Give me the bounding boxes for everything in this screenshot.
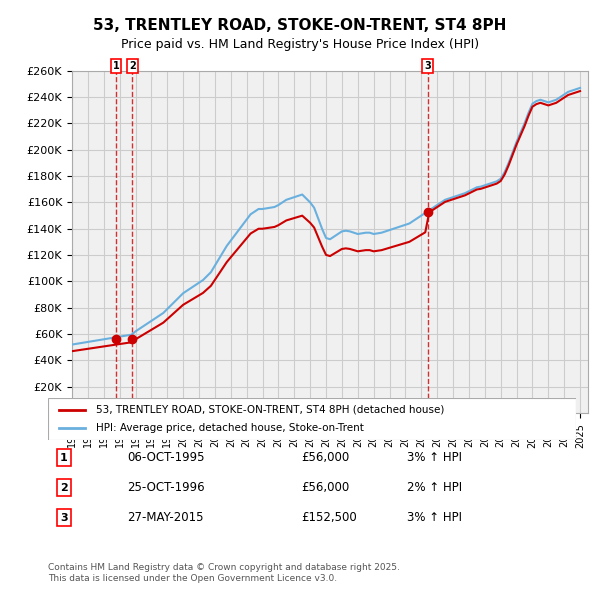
Text: 2% ↑ HPI: 2% ↑ HPI (407, 481, 462, 494)
FancyBboxPatch shape (48, 398, 576, 440)
Text: £152,500: £152,500 (301, 511, 357, 525)
Text: Contains HM Land Registry data © Crown copyright and database right 2025.
This d: Contains HM Land Registry data © Crown c… (48, 563, 400, 583)
Text: £56,000: £56,000 (301, 481, 350, 494)
Text: 25-OCT-1996: 25-OCT-1996 (127, 481, 205, 494)
Text: 2: 2 (60, 483, 68, 493)
Text: 3: 3 (424, 61, 431, 71)
Text: £56,000: £56,000 (301, 451, 350, 464)
Text: Price paid vs. HM Land Registry's House Price Index (HPI): Price paid vs. HM Land Registry's House … (121, 38, 479, 51)
Text: HPI: Average price, detached house, Stoke-on-Trent: HPI: Average price, detached house, Stok… (95, 423, 364, 433)
Text: 53, TRENTLEY ROAD, STOKE-ON-TRENT, ST4 8PH (detached house): 53, TRENTLEY ROAD, STOKE-ON-TRENT, ST4 8… (95, 405, 444, 415)
Text: 06-OCT-1995: 06-OCT-1995 (127, 451, 205, 464)
Text: 3% ↑ HPI: 3% ↑ HPI (407, 451, 462, 464)
Text: 53, TRENTLEY ROAD, STOKE-ON-TRENT, ST4 8PH: 53, TRENTLEY ROAD, STOKE-ON-TRENT, ST4 8… (94, 18, 506, 32)
Text: 2: 2 (129, 61, 136, 71)
Text: 27-MAY-2015: 27-MAY-2015 (127, 511, 204, 525)
Text: 1: 1 (113, 61, 119, 71)
Text: 3: 3 (60, 513, 68, 523)
Text: 1: 1 (60, 453, 68, 463)
Text: 3% ↑ HPI: 3% ↑ HPI (407, 511, 462, 525)
